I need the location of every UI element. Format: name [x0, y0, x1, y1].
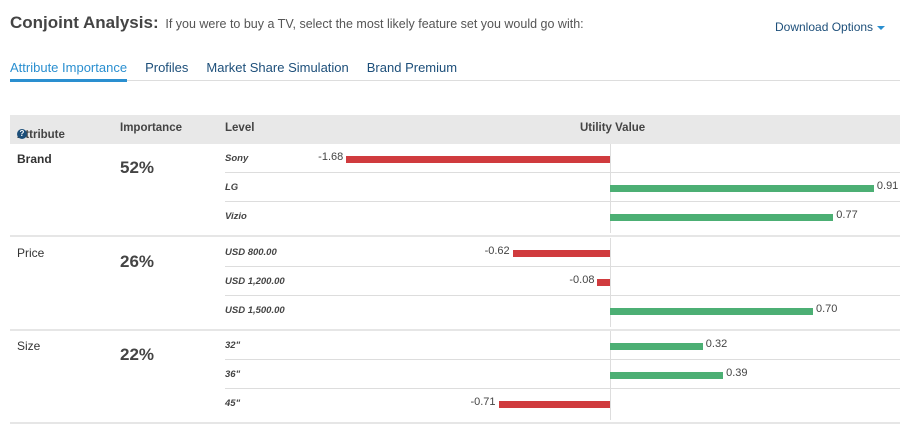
- col-importance: Importance: [120, 122, 182, 134]
- col-attribute-label: Attribute: [17, 129, 65, 141]
- attribute-name: Size: [17, 339, 41, 353]
- importance-value: 52%: [120, 158, 155, 177]
- level-name: USD 1,200.00: [225, 275, 285, 287]
- utility-value-label: 0.39: [726, 367, 748, 379]
- zero-line: [610, 144, 611, 173]
- utility-bar: [610, 185, 874, 192]
- page-subtitle: If you were to buy a TV, select the most…: [165, 17, 584, 31]
- utility-bar: [498, 401, 610, 408]
- attribute-group: Price 26% USD 800.00 -0.62 USD 1,200.00 -0.08…: [10, 237, 900, 331]
- utility-bar: [610, 214, 834, 221]
- zero-line: [610, 237, 611, 267]
- utility-value-label: -0.71: [470, 396, 496, 408]
- utility-value-label: 0.91: [876, 180, 899, 192]
- attribute-name: Price: [17, 245, 45, 260]
- level-row: USD 1,200.00 -0.08: [225, 266, 900, 296]
- level-name: USD 800.00: [225, 246, 277, 258]
- table-header: Attribute ? Importance Level Utility Val…: [10, 115, 900, 144]
- utility-bar: [610, 372, 724, 379]
- attribute-group: Brand 52% Sony -1.68 LG 0.91 Vizio 0.77: [10, 144, 900, 237]
- level-row: LG 0.91: [225, 173, 900, 202]
- zero-line: [610, 389, 611, 420]
- level-row: Vizio 0.77: [225, 202, 900, 233]
- level-row: Sony -1.68: [225, 144, 900, 173]
- level-row: USD 1,500.00 0.70: [225, 295, 900, 327]
- tab-attribute-importance[interactable]: Attribute Importance: [10, 60, 128, 82]
- level-name: LG: [225, 182, 239, 193]
- level-name: USD 1,500.00: [225, 304, 285, 316]
- utility-bar: [610, 307, 813, 315]
- col-utility-value: Utility Value: [580, 122, 646, 134]
- help-icon[interactable]: ?: [17, 129, 27, 139]
- level-row: 36" 0.39: [225, 360, 900, 389]
- utility-bar: [597, 278, 610, 286]
- download-options-button[interactable]: Download Options: [775, 20, 886, 34]
- caret-down-icon: [877, 25, 886, 30]
- tab-brand-premium[interactable]: Brand Premium: [366, 60, 458, 75]
- level-name: 32": [225, 340, 241, 351]
- utility-value-label: 0.32: [705, 338, 728, 350]
- utility-value-label: -1.68: [318, 151, 344, 163]
- importance-value: 22%: [120, 345, 155, 364]
- utility-value-label: -0.08: [569, 273, 595, 286]
- level-name: Sony: [225, 153, 249, 164]
- level-name: 36": [225, 369, 241, 380]
- zero-line: [610, 266, 611, 296]
- level-name: 45": [225, 398, 241, 409]
- importance-value: 26%: [120, 251, 155, 271]
- attribute-group: Size 22% 32" 0.32 36" 0.39 45" -0.71: [10, 331, 900, 424]
- utility-bar: [346, 156, 610, 163]
- level-row: USD 800.00 -0.62: [225, 237, 900, 267]
- tab-bar: Attribute Importance Profiles Market Sha…: [10, 60, 900, 82]
- utility-value-label: -0.62: [484, 244, 510, 257]
- level-name: Vizio: [225, 211, 247, 222]
- utility-bar: [610, 343, 703, 350]
- tab-market-share-simulation[interactable]: Market Share Simulation: [206, 60, 349, 75]
- title-text: Conjoint Analysis:: [10, 13, 159, 32]
- level-row: 32" 0.32: [225, 331, 900, 360]
- utility-value-label: 0.70: [816, 302, 838, 315]
- utility-value-label: 0.77: [836, 209, 858, 221]
- col-level: Level: [225, 122, 255, 134]
- attribute-name: Brand: [17, 152, 52, 166]
- page-title: Conjoint Analysis: If you were to buy a …: [10, 13, 584, 33]
- download-label: Download Options: [775, 20, 874, 34]
- tab-profiles[interactable]: Profiles: [145, 60, 189, 75]
- utility-bar: [512, 249, 610, 257]
- level-row: 45" -0.71: [225, 389, 900, 420]
